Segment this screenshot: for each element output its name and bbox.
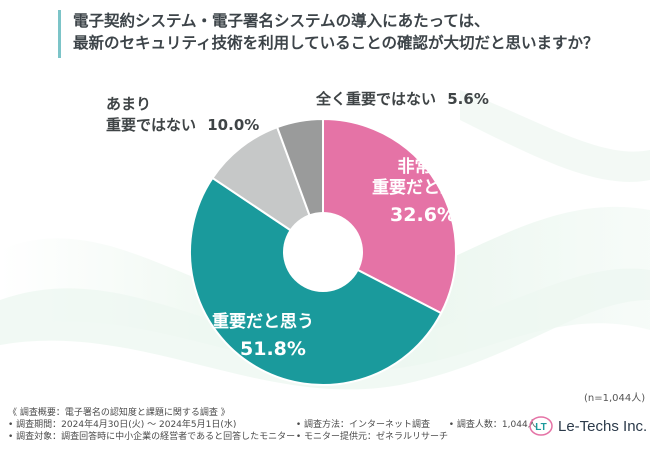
label-not-important-at-all-pct: 5.6%	[447, 90, 489, 108]
label-not-very-important-line1: あまり	[106, 95, 152, 113]
footer-target: • 調査対象：調査回答時に中小企業の経営者であると回答したモニター	[8, 432, 296, 442]
label-important-line1: 重要だと思う	[212, 312, 314, 332]
label-very-important-line1: 非常に	[397, 157, 449, 177]
survey-footer: 《 調査概要：電子署名の認知度と課題に関する調査 》 • 調査期間：2024年4…	[8, 407, 537, 443]
footer-method: • 調査方法：インターネット調査	[295, 420, 431, 430]
chart-title: 電子契約システム・電子署名システムの導入にあたっては、 最新のセキュリティ技術を…	[58, 10, 618, 58]
label-not-important-at-all: 全く重要ではない 5.6%	[316, 89, 489, 110]
label-not-important-at-all-line1: 全く重要ではない	[316, 90, 437, 108]
title-line-2: 最新のセキュリティ技術を利用していることの確認が大切だと思いますか？	[73, 34, 599, 52]
footer-summary: 《 調査概要：電子署名の認知度と課題に関する調査 》	[8, 408, 230, 418]
title-line-1: 電子契約システム・電子署名システムの導入にあたっては、	[73, 12, 490, 30]
label-important: 重要だと思う 51.8%	[212, 312, 332, 360]
logo-mark: LT	[535, 422, 546, 433]
footer-period: • 調査期間：2024年4月30日(火) ～ 2024年5月1日(水)	[8, 420, 237, 430]
donut-hole	[283, 212, 363, 292]
slice-not-very-important	[211, 125, 325, 255]
label-very-important-pct: 32.6%	[390, 204, 456, 226]
footer-respondents: • 調査人数：1,044人	[448, 420, 537, 430]
company-logo: LT Le-Techs Inc.	[528, 415, 647, 437]
label-not-very-important-line2: 重要ではない	[106, 116, 197, 134]
logo-text: Le-Techs Inc.	[558, 417, 648, 435]
footer-provider: • モニター提供元：ゼネラルリサーチ	[295, 432, 449, 442]
label-not-very-important-pct: 10.0%	[207, 116, 260, 134]
label-very-important: 非常に 重要だと思う 32.6%	[368, 157, 478, 226]
label-important-pct: 51.8%	[240, 338, 306, 360]
sample-size-note: (n=1,044人)	[584, 393, 646, 404]
logo-mark-icon: LT	[529, 416, 553, 436]
label-not-very-important: あまり 重要ではない 10.0%	[106, 94, 259, 136]
label-very-important-line2: 重要だと思う	[372, 178, 474, 198]
